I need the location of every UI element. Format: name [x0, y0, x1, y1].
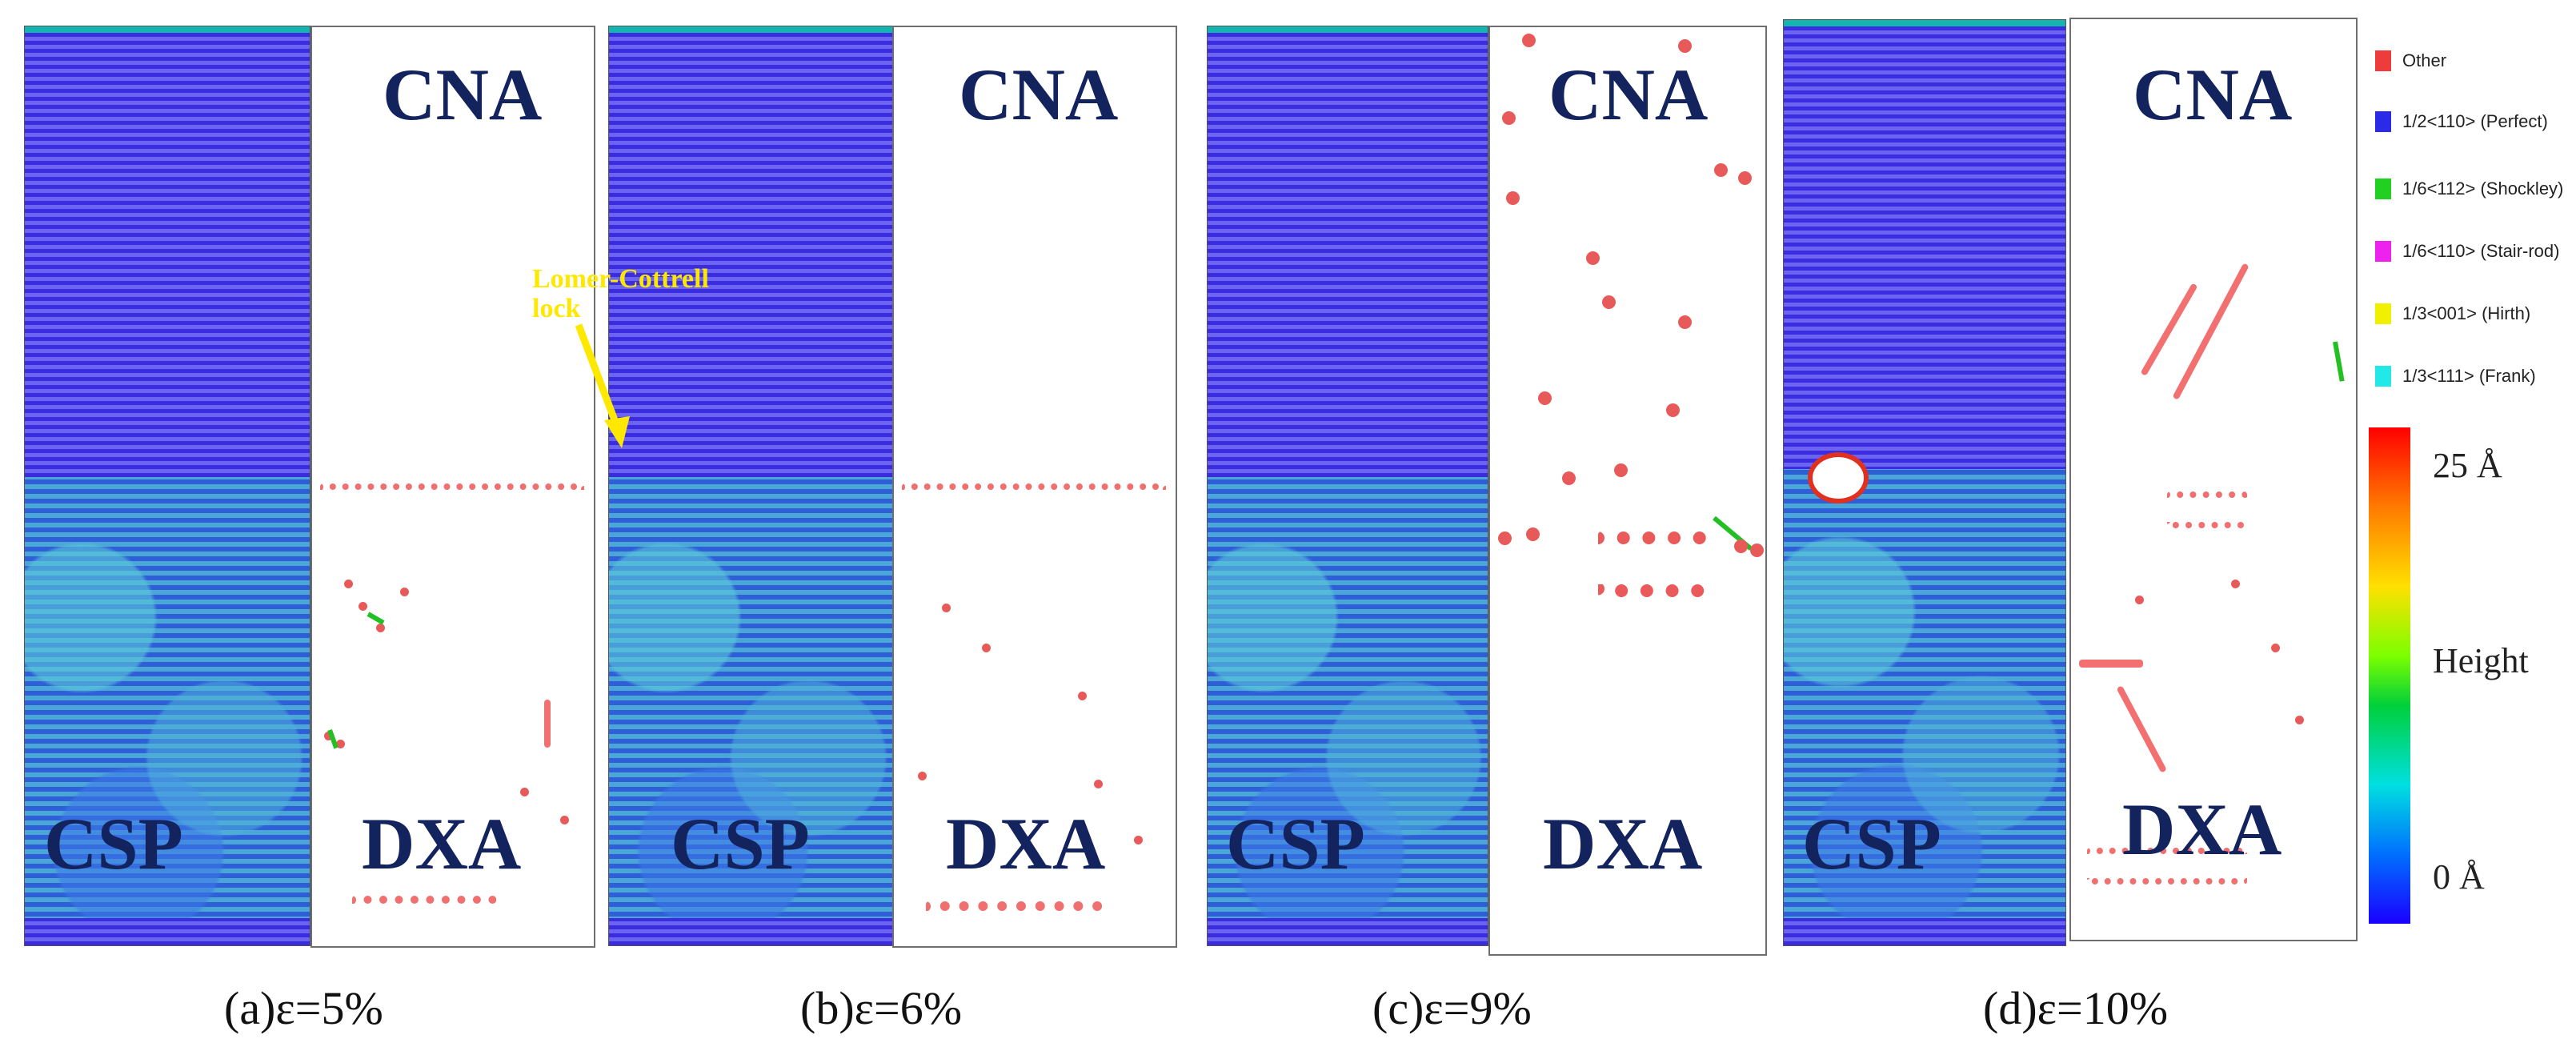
dxa-box-c — [1488, 26, 1767, 956]
csp-snapshot-d — [1783, 19, 2066, 946]
caption-c: (c)ε=9% — [1372, 982, 1532, 1034]
cna-label-d: CNA — [2133, 54, 2293, 135]
cna-label-c: CNA — [1548, 54, 1709, 135]
colorbar-min-label: 0 Å — [2433, 857, 2485, 897]
dxa-box-d — [2069, 18, 2358, 941]
legend-item-hirth: 1/3<001> (Hirth) — [2375, 303, 2530, 330]
legend-item-shockley: 1/6<112> (Shockley) — [2375, 178, 2563, 205]
cna-label-a: CNA — [383, 54, 543, 135]
legend-item-stair-rod: 1/6<110> (Stair-rod) — [2375, 240, 2559, 267]
dxa-label-c: DXA — [1543, 803, 1703, 884]
csp-snapshot-c — [1207, 26, 1488, 946]
dxa-label-b: DXA — [946, 803, 1106, 884]
dxa-box-b — [892, 26, 1177, 948]
caption-a: (a)ε=5% — [224, 982, 383, 1034]
csp-label-b: CSP — [671, 803, 810, 884]
height-colorbar — [2369, 427, 2410, 924]
arrow-icon — [575, 323, 630, 448]
caption-d: (d)ε=10% — [1983, 982, 2169, 1034]
lomer-cottrell-annotation: Lomer-Cottrell lock — [532, 264, 709, 324]
dxa-box-a — [310, 26, 595, 948]
csp-label-c: CSP — [1226, 803, 1365, 884]
legend-item-perfect: 1/2<110> (Perfect) — [2375, 110, 2548, 138]
dxa-label-a: DXA — [362, 803, 522, 884]
csp-snapshot-a — [24, 26, 310, 946]
csp-label-a: CSP — [44, 803, 183, 884]
colorbar-max-label: 25 Å — [2433, 446, 2502, 485]
legend-item-frank: 1/3<111> (Frank) — [2375, 365, 2536, 392]
caption-b: (b)ε=6% — [800, 982, 963, 1034]
csp-snapshot-b — [608, 26, 895, 946]
colorbar-mid-label: Height — [2433, 641, 2529, 680]
csp-label-d: CSP — [1802, 803, 1941, 884]
dxa-label-d: DXA — [2122, 788, 2282, 870]
cna-label-b: CNA — [959, 54, 1119, 135]
legend-item-other: Other — [2375, 50, 2446, 77]
